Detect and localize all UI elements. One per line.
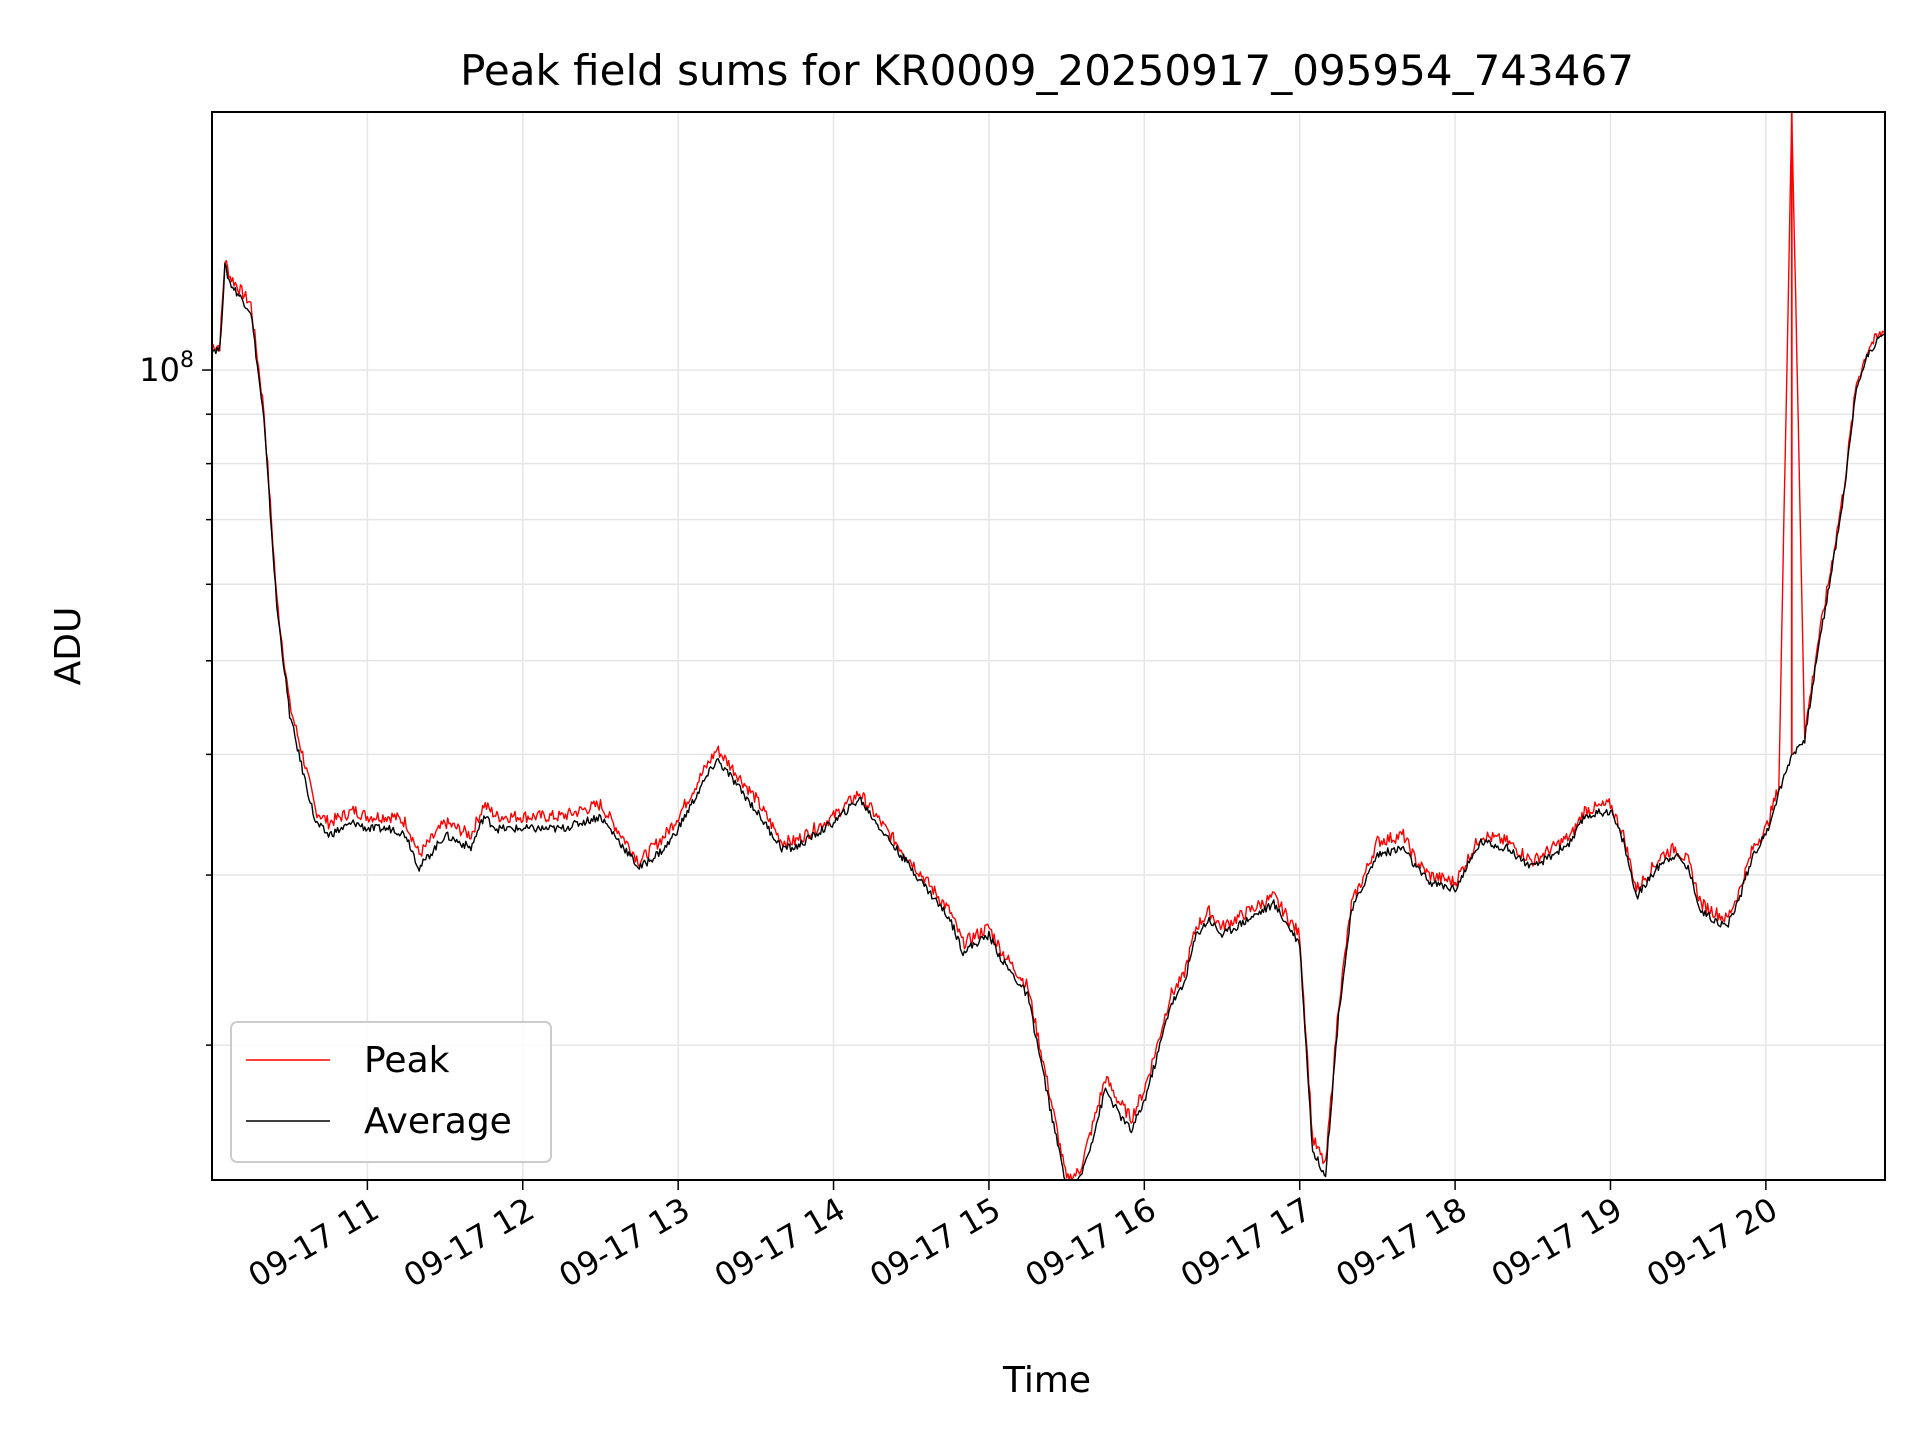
x-axis-label: Time bbox=[1002, 1360, 1091, 1401]
chart-title: Peak field sums for KR0009_20250917_0959… bbox=[460, 46, 1634, 95]
series-line-peak bbox=[211, 114, 1886, 1181]
legend: Peak Average bbox=[230, 1021, 552, 1163]
plot-lines bbox=[211, 112, 1886, 1181]
series-line-average bbox=[211, 262, 1886, 1181]
legend-label-peak: Peak bbox=[364, 1040, 450, 1081]
y-axis-label: ADU bbox=[48, 607, 89, 686]
grid bbox=[212, 112, 1885, 1180]
y-axis-ticks: 108 bbox=[139, 348, 212, 1046]
plot-frame bbox=[211, 111, 1886, 1181]
legend-box bbox=[230, 1021, 552, 1163]
y-tick-label: 108 bbox=[139, 348, 194, 389]
legend-label-average: Average bbox=[364, 1101, 512, 1142]
